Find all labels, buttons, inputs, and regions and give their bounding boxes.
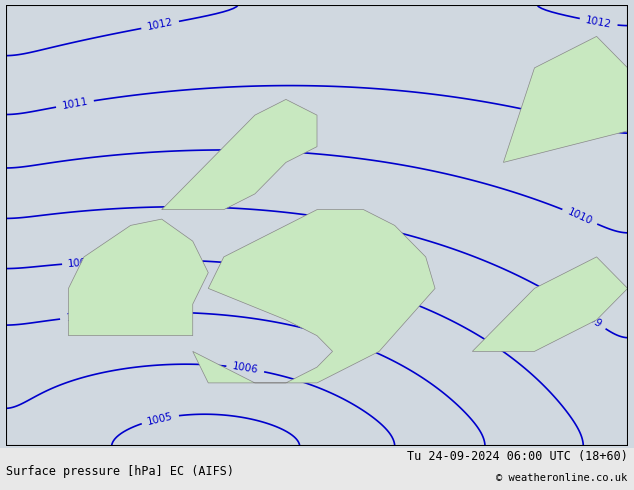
Text: 1009: 1009 [577,306,604,330]
Text: 1010: 1010 [566,207,594,226]
Text: 1007: 1007 [65,311,93,323]
Polygon shape [472,257,628,351]
Bar [6,5,628,446]
Text: Surface pressure [hPa] EC (AIFS): Surface pressure [hPa] EC (AIFS) [6,465,235,478]
Polygon shape [193,210,435,383]
Text: © weatheronline.co.uk: © weatheronline.co.uk [496,473,628,483]
Polygon shape [503,36,628,162]
Text: 1006: 1006 [231,362,259,375]
Text: Tu 24-09-2024 06:00 UTC (18+60): Tu 24-09-2024 06:00 UTC (18+60) [407,450,628,463]
Polygon shape [68,219,208,336]
Text: 1008: 1008 [68,257,94,269]
Polygon shape [162,99,317,210]
Text: 1011: 1011 [61,97,89,111]
Text: 1012: 1012 [585,15,612,29]
Text: 1012: 1012 [146,17,174,32]
Text: 1005: 1005 [146,411,174,427]
